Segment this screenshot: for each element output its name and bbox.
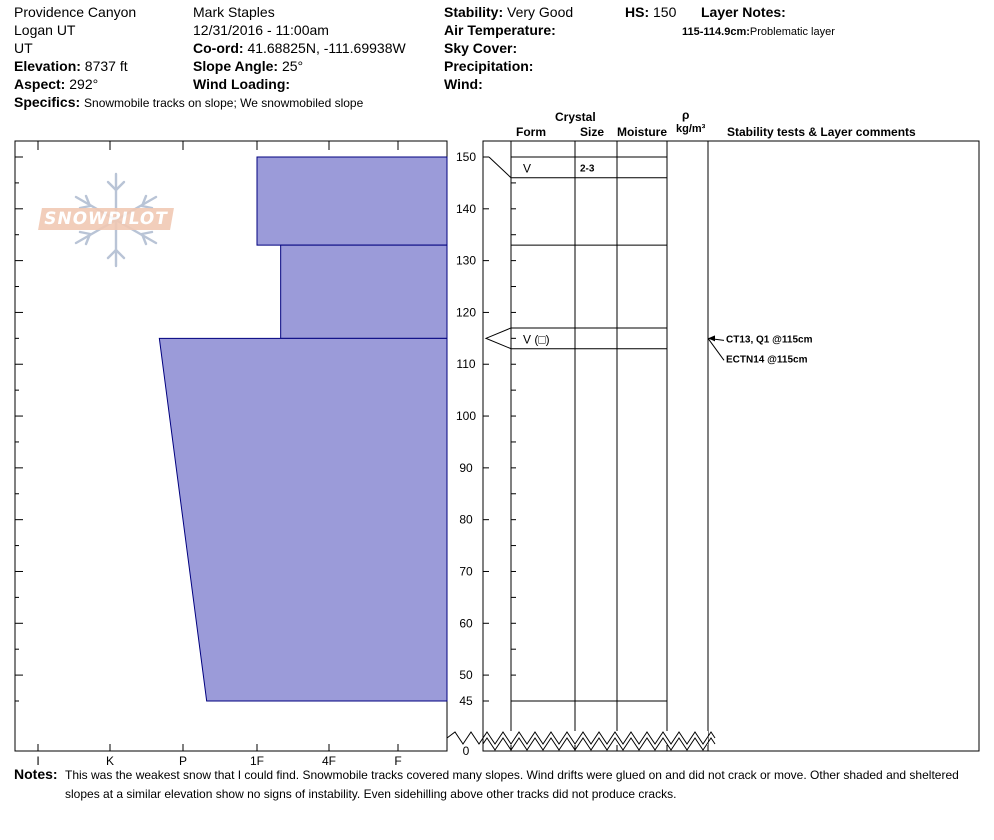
layer-note-range: 115-114.9cm: <box>682 26 750 38</box>
hardness-label-i: I <box>36 754 39 768</box>
layer-notes-label: Layer Notes: <box>701 4 786 20</box>
moisture-header: Moisture <box>617 125 668 139</box>
slope-field: Slope Angle: 25° <box>193 59 303 73</box>
stability-test-2: ECTN14 @115cm <box>726 354 808 365</box>
location-name: Providence Canyon <box>14 4 137 20</box>
hardness-label-4f: 4F <box>322 754 336 768</box>
layer-form-1: V <box>523 161 531 175</box>
air-temp-label: Air Temperature: <box>444 22 556 38</box>
stability-value: Very Good <box>507 4 574 20</box>
slope-value: 25° <box>281 58 304 74</box>
stability-arrow <box>707 338 725 361</box>
axis-break-top <box>482 731 716 745</box>
depth-label-50: 50 <box>459 668 473 682</box>
specifics-field: Specifics: Snowmobile tracks on slope; W… <box>14 95 363 109</box>
aspect-label: Aspect: <box>14 76 66 92</box>
depth-label-70: 70 <box>459 564 473 578</box>
stability-label: Stability: <box>444 4 504 20</box>
hardness-label-p: P <box>179 754 187 768</box>
depth-label-45: 45 <box>459 694 473 708</box>
notes-line-1: This was the weakest snow that I could f… <box>65 768 959 782</box>
depth-label-80: 80 <box>459 513 473 527</box>
layer-form-2: V (□) <box>523 332 550 346</box>
depth-label-60: 60 <box>459 616 473 630</box>
axis-break-left <box>446 731 484 745</box>
state-name: UT <box>14 40 33 56</box>
elevation-field: Elevation: 8737 ft <box>14 59 128 73</box>
stability-comments-header: Stability tests & Layer comments <box>727 125 916 139</box>
depth-label-100: 100 <box>456 409 476 423</box>
depth-label-90: 90 <box>459 461 473 475</box>
rho-header: ρ <box>682 108 690 122</box>
hs-field: HS: 150 <box>625 5 676 19</box>
layer-connector <box>488 156 512 179</box>
hs-value: 150 <box>653 4 677 20</box>
elevation-label: Elevation: <box>14 58 81 74</box>
notes-line-2: slopes at a similar elevation show no si… <box>65 787 677 801</box>
hardness-layer-1 <box>256 156 448 246</box>
crystal-header: Crystal <box>555 110 596 124</box>
coord-field: Co-ord: 41.68825N, -111.69938W <box>193 41 406 55</box>
depth-label-140: 140 <box>456 202 476 216</box>
stability-test-1: CT13, Q1 @115cm <box>726 334 813 345</box>
hardness-layer-2 <box>280 244 448 339</box>
density-unit-header: kg/m³ <box>676 123 706 135</box>
observation-datetime: 12/31/2016 - 11:00am <box>193 22 329 38</box>
region-name: Logan UT <box>14 22 76 38</box>
break-mask <box>484 731 708 745</box>
hardness-label-k: K <box>106 754 114 768</box>
depth-label-130: 130 <box>456 254 476 268</box>
coord-value: 41.68825N, -111.69938W <box>247 40 406 56</box>
axis-break-bottom <box>482 737 716 751</box>
hardness-layer-3 <box>158 337 448 702</box>
wind-loading-label: Wind Loading: <box>193 76 291 92</box>
layer-connector <box>484 327 512 350</box>
snowpilot-logo: SNOWPILOT <box>36 170 196 270</box>
form-header: Form <box>516 125 546 139</box>
depth-label-110: 110 <box>456 357 475 371</box>
aspect-value: 292° <box>69 76 99 92</box>
slope-label: Slope Angle: <box>193 58 279 74</box>
layer-note-text: Problematic layer <box>749 26 835 38</box>
observer-name: Mark Staples <box>193 4 275 20</box>
notes-label: Notes: <box>14 766 58 782</box>
elevation-value: 8737 ft <box>84 58 128 74</box>
sky-cover-label: Sky Cover: <box>444 40 518 56</box>
layer-table-frame <box>482 140 980 752</box>
depth-label-150: 150 <box>456 150 476 164</box>
depth-label-120: 120 <box>456 305 476 319</box>
aspect-field: Aspect: 292° <box>14 77 98 91</box>
size-header: Size <box>580 125 605 139</box>
specifics-label: Specifics: <box>14 94 81 110</box>
wind-label: Wind: <box>444 76 483 92</box>
logo-text: SNOWPILOT <box>38 208 174 230</box>
specifics-value: Snowmobile tracks on slope; We snowmobil… <box>84 96 364 110</box>
coord-label: Co-ord: <box>193 40 244 56</box>
depth-label-0: 0 <box>463 744 470 758</box>
layer-note: 115-114.9cm:Problematic layer <box>682 25 835 38</box>
stability-field: Stability: Very Good <box>444 5 573 19</box>
layer-size-1: 2-3 <box>580 163 595 174</box>
hs-label: HS: <box>625 4 650 20</box>
hardness-label-f: F <box>394 754 401 768</box>
stability-arrow-head <box>708 335 715 342</box>
hardness-label-1f: 1F <box>250 754 264 768</box>
precipitation-label: Precipitation: <box>444 58 534 74</box>
